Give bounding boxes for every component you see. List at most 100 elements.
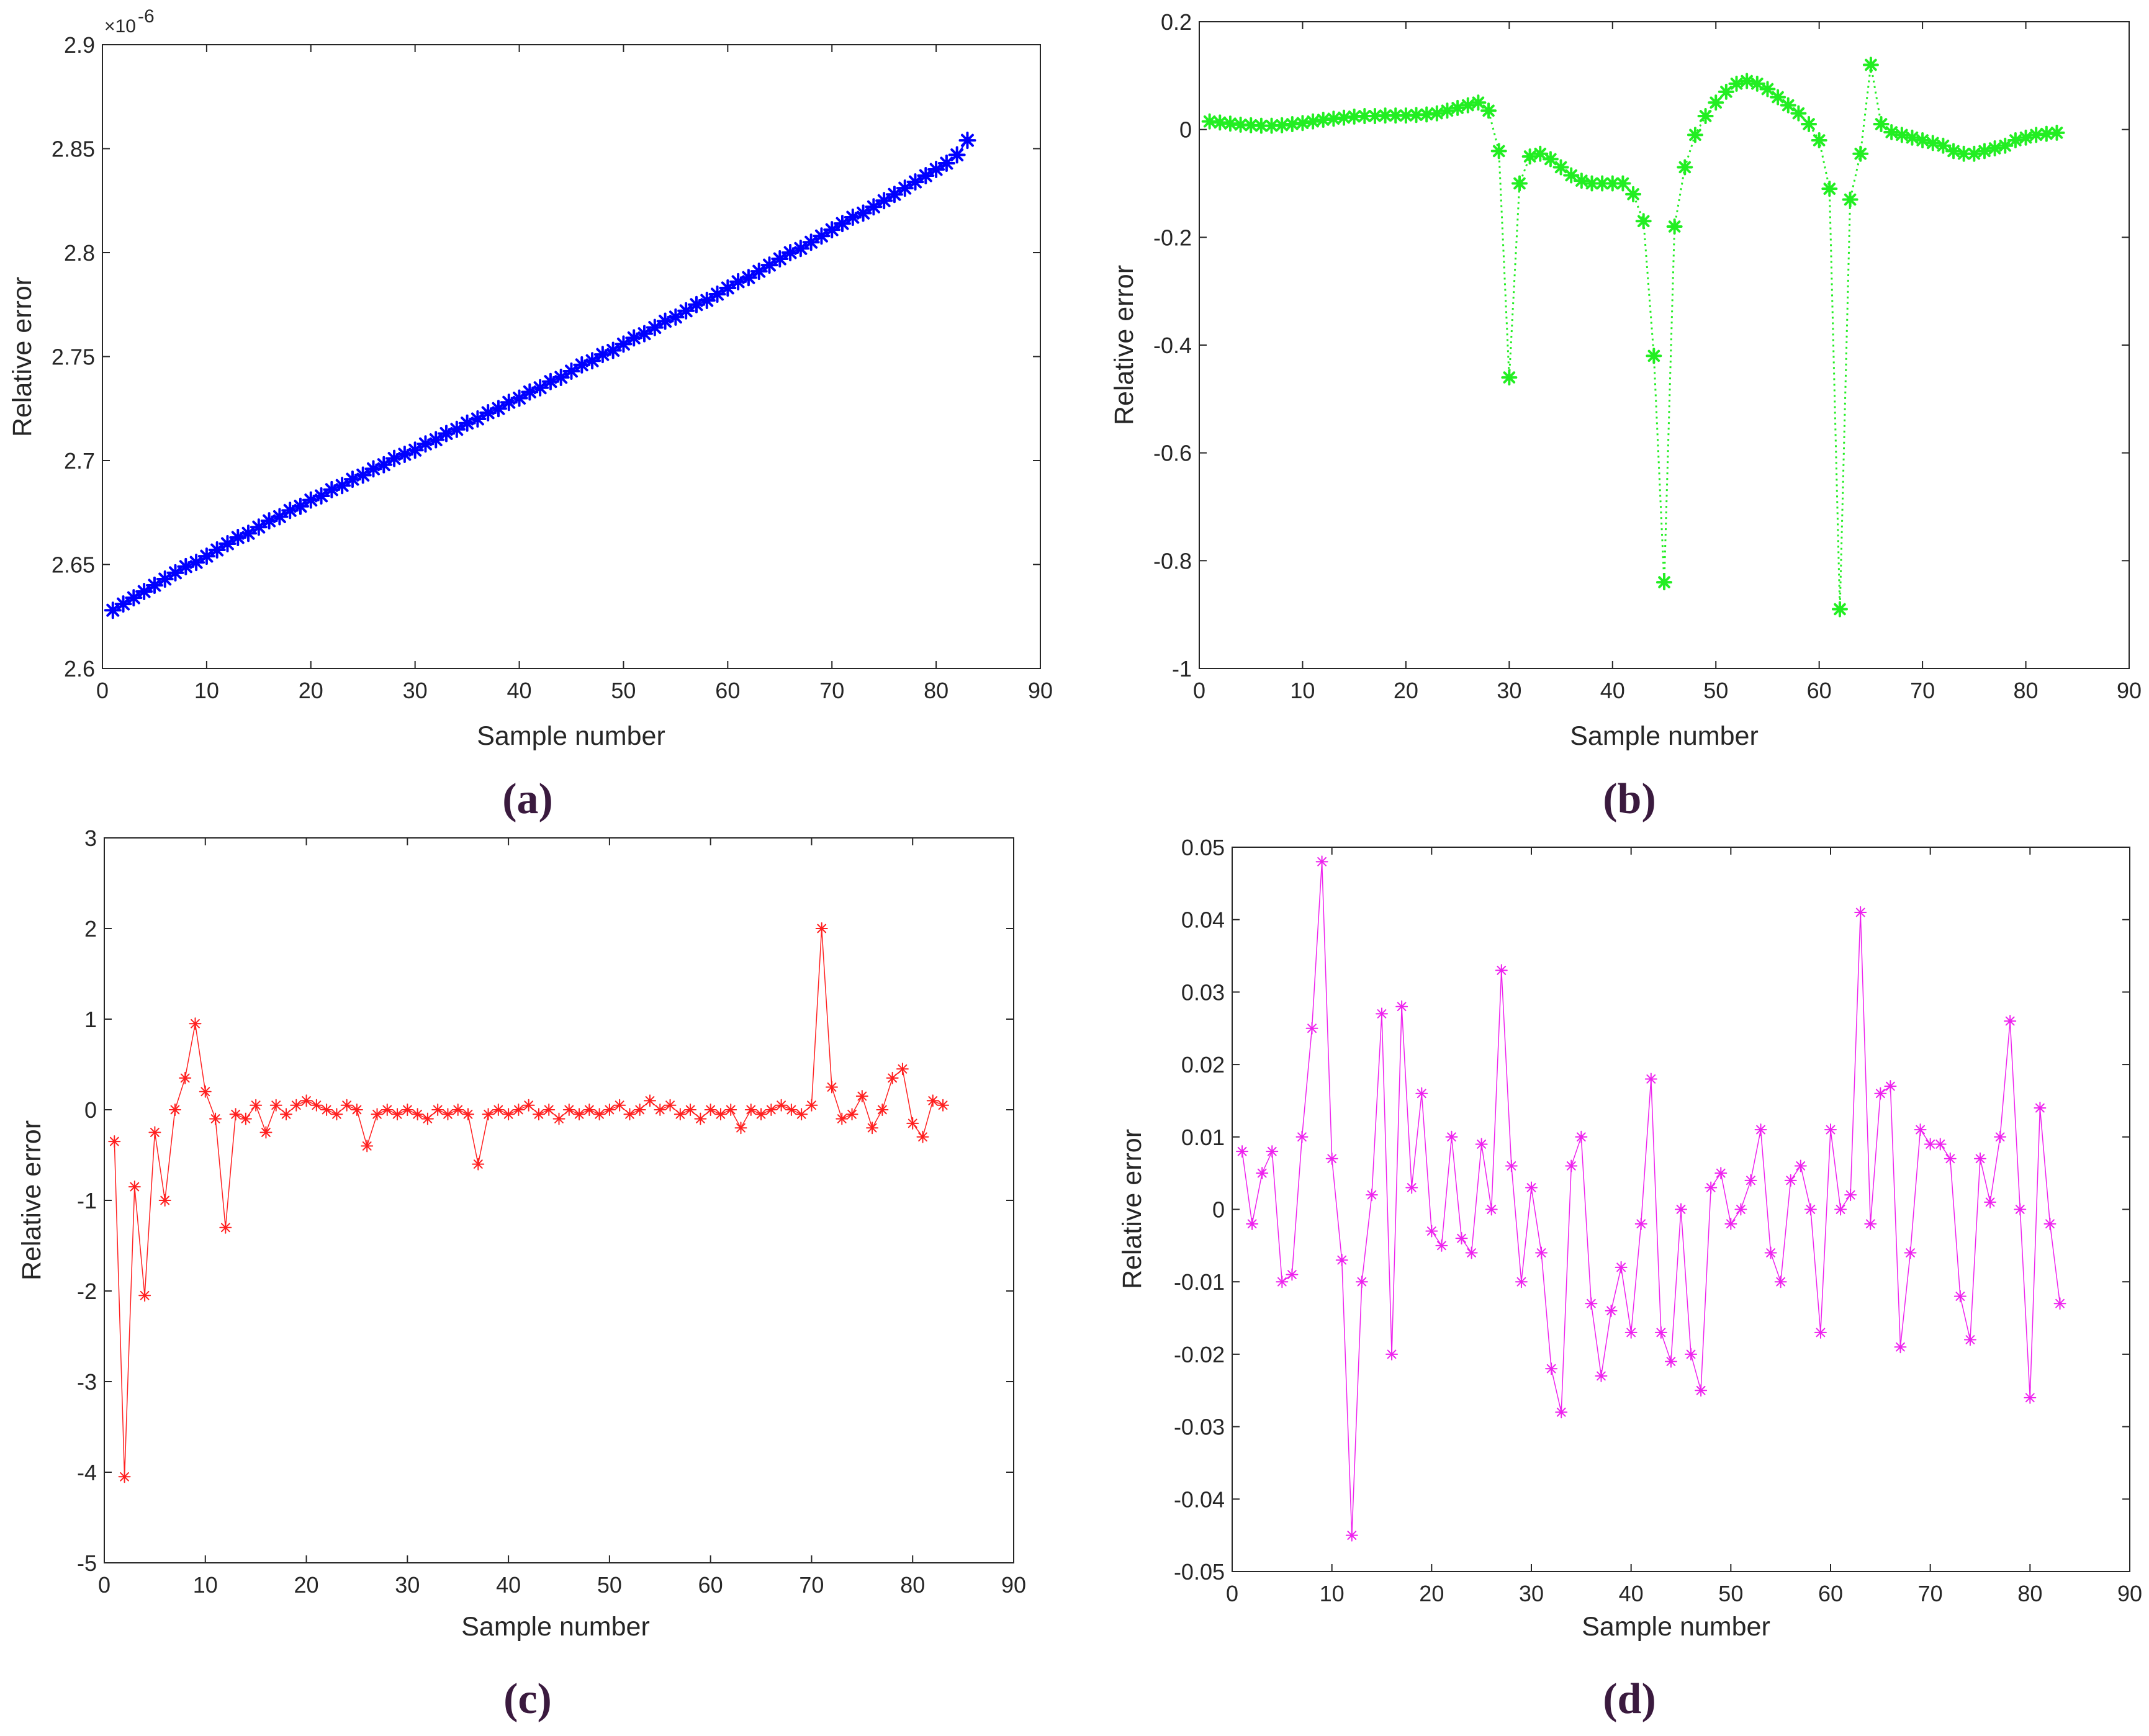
data-point-d-58 [1814, 1326, 1827, 1339]
data-point-d-26 [1495, 964, 1508, 977]
data-point-c-60 [714, 1108, 727, 1121]
data-point-b-11 [1315, 112, 1331, 128]
data-point-a-26 [375, 456, 393, 474]
x-tick-label-b-6: 60 [1807, 678, 1832, 703]
data-point-b-17 [1377, 107, 1394, 124]
data-point-b-70 [1924, 135, 1941, 151]
x-tick-label-b-9: 90 [2117, 678, 2142, 703]
x-tick-label-a-4: 40 [507, 678, 532, 703]
data-point-c-81 [926, 1094, 939, 1107]
data-point-d-10 [1335, 1254, 1348, 1267]
x-tick-label-b-5: 50 [1703, 678, 1728, 703]
data-point-a-31 [427, 431, 445, 449]
data-point-b-21 [1418, 106, 1435, 123]
plot-frame-c [104, 837, 1014, 1563]
data-point-d-72 [1953, 1290, 1967, 1303]
data-point-b-65 [1873, 115, 1890, 132]
data-point-b-82 [2048, 124, 2065, 141]
data-point-b-18 [1387, 107, 1404, 124]
data-point-a-69 [823, 221, 841, 239]
data-point-a-77 [906, 173, 924, 191]
data-point-c-22 [330, 1108, 343, 1121]
y-tick-label-d-0: -0.05 [1174, 1559, 1225, 1585]
data-point-c-47 [583, 1104, 596, 1116]
data-point-d-34 [1575, 1130, 1588, 1143]
data-point-a-8 [187, 554, 205, 572]
data-point-d-21 [1445, 1130, 1458, 1143]
data-point-a-76 [896, 179, 914, 197]
data-point-a-80 [937, 154, 955, 172]
data-point-a-25 [364, 460, 382, 478]
data-point-a-57 [698, 292, 716, 310]
data-point-c-31 [421, 1112, 434, 1125]
y-tick-label-d-9: 0.04 [1181, 907, 1225, 933]
data-point-b-69 [1914, 132, 1931, 149]
data-point-a-56 [687, 295, 705, 313]
data-point-c-41 [522, 1099, 535, 1112]
data-point-c-40 [512, 1104, 525, 1116]
data-point-b-38 [1594, 175, 1611, 192]
data-point-d-35 [1585, 1297, 1598, 1310]
data-point-b-39 [1604, 175, 1621, 192]
data-point-c-19 [300, 1094, 313, 1107]
data-point-a-71 [844, 209, 862, 227]
data-point-d-49 [1724, 1217, 1737, 1230]
data-point-a-47 [593, 346, 611, 364]
x-tick-label-d-5: 50 [1718, 1581, 1743, 1606]
data-point-a-43 [552, 369, 570, 386]
data-point-d-37 [1605, 1304, 1618, 1317]
data-point-c-59 [704, 1104, 717, 1116]
x-tick-label-c-1: 10 [193, 1572, 218, 1598]
y-tick-label-a-2: 2.7 [64, 448, 95, 474]
x-tick-label-b-1: 10 [1290, 678, 1315, 703]
data-point-c-62 [734, 1122, 747, 1135]
caption-c: (c) [503, 1675, 552, 1723]
data-point-c-49 [603, 1104, 616, 1116]
data-point-d-45 [1685, 1347, 1698, 1360]
data-point-a-79 [927, 161, 945, 178]
x-tick-label-c-6: 60 [698, 1572, 723, 1598]
y-tick-label-c-7: 2 [84, 916, 97, 942]
data-point-b-23 [1439, 102, 1456, 119]
data-point-a-38 [500, 394, 518, 412]
data-point-d-42 [1654, 1326, 1667, 1339]
data-point-b-53 [1749, 75, 1765, 92]
data-point-b-8 [1284, 115, 1300, 132]
data-point-b-72 [1945, 143, 1962, 160]
data-point-b-80 [2028, 127, 2045, 143]
data-point-c-13 [239, 1112, 252, 1125]
x-tick-label-a-9: 90 [1028, 678, 1053, 703]
data-point-c-21 [320, 1104, 333, 1116]
data-point-d-64 [1874, 1087, 1887, 1100]
data-point-c-79 [906, 1117, 919, 1130]
data-point-b-51 [1728, 75, 1745, 92]
data-point-c-30 [411, 1108, 424, 1121]
data-point-c-1 [118, 1470, 131, 1483]
data-point-b-13 [1336, 109, 1353, 126]
data-point-a-62 [750, 263, 768, 281]
data-point-d-74 [1974, 1152, 1986, 1165]
data-point-d-66 [1894, 1341, 1907, 1354]
data-point-b-3 [1232, 116, 1249, 133]
y-tick-label-c-2: -3 [77, 1369, 97, 1395]
y-tick-label-c-3: -2 [77, 1279, 97, 1304]
data-point-d-7 [1305, 1022, 1318, 1035]
y-multiplier-exponent-a: -6 [138, 6, 155, 27]
panel-b: 0 10 20 30 40 50 60 70 80 90 -1 -0.8 -0.6 -0.4 -0.2 0 0.… [1109, 9, 2142, 823]
data-point-a-42 [541, 372, 559, 390]
y-tick-label-b-2: -0.6 [1153, 441, 1192, 466]
panel-d: 0 10 20 30 40 50 60 70 80 90 -0.05 -0.04 -0.03 -0.02 -… [1117, 835, 2142, 1723]
y-tick-label-d-10: 0.05 [1181, 835, 1225, 860]
x-tick-label-d-8: 80 [2017, 1581, 2042, 1606]
data-point-a-1 [114, 595, 132, 613]
data-point-d-56 [1794, 1159, 1807, 1172]
x-tick-label-b-7: 70 [1910, 678, 1935, 703]
data-point-c-37 [482, 1108, 495, 1121]
y-axis-label-b: Relative error [1109, 265, 1139, 425]
data-point-d-8 [1315, 855, 1328, 868]
y-tick-label-d-8: 0.03 [1181, 979, 1225, 1005]
data-point-d-78 [2014, 1203, 2027, 1216]
data-point-d-29 [1525, 1181, 1538, 1194]
y-tick-label-c-5: 0 [84, 1097, 97, 1123]
data-point-c-63 [744, 1104, 757, 1116]
